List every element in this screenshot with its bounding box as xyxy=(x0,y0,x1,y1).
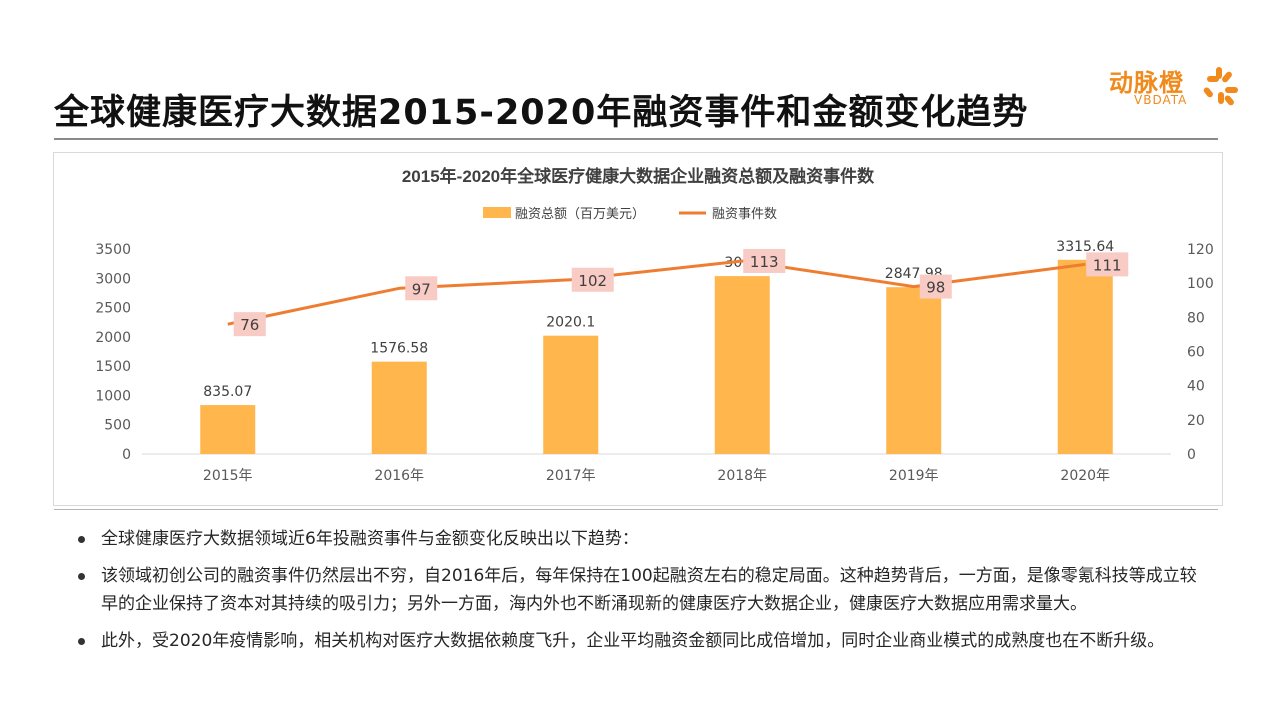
line-value-label: 111 xyxy=(1093,256,1122,274)
x-tick-label: 2018年 xyxy=(717,468,767,484)
y-right-tick-label: 100 xyxy=(1187,276,1214,292)
bar xyxy=(886,287,942,454)
chart-legend: 融资总额（百万美元） 融资事件数 xyxy=(483,207,777,222)
line-value-label-bg xyxy=(571,267,614,292)
legend-label-line: 融资事件数 xyxy=(712,207,777,222)
y-left-tick-label: 500 xyxy=(104,418,131,434)
bullet-item: 全球健康医疗大数据领域近6年投融资事件与金额变化反映出以下趋势： xyxy=(78,525,1208,553)
title-divider xyxy=(54,138,1218,140)
legend-label-bar: 融资总额（百万美元） xyxy=(515,207,645,222)
bullet-item: 此外，受2020年疫情影响，相关机构对医疗大数据依赖度飞升，企业平均融资金额同比… xyxy=(78,627,1208,655)
y-right-tick-label: 120 xyxy=(1187,242,1214,258)
section-divider xyxy=(54,509,1218,510)
bar-value-label: 3315.64 xyxy=(1056,239,1114,255)
logo-name-en: VBDATA xyxy=(1134,93,1188,107)
line-series: 76 97 102 113 98 111 xyxy=(227,248,1129,337)
legend-swatch-bar xyxy=(483,207,511,218)
bullet-item: 该领域初创公司的融资事件仍然层出不穷，自2016年后，每年保持在100起融资左右… xyxy=(78,562,1208,618)
bar-value-label: 2020.1 xyxy=(546,315,595,331)
y-left-tick-label: 1500 xyxy=(95,359,131,375)
y-right-tick-label: 80 xyxy=(1187,310,1205,326)
x-tick-label: 2016年 xyxy=(374,468,424,484)
combo-chart: 2015年-2020年全球医疗健康大数据企业融资总额及融资事件数 融资总额（百万… xyxy=(95,166,1213,484)
y-left-tick-label: 3500 xyxy=(95,242,131,258)
chart-panel: 2015年-2020年全球医疗健康大数据企业融资总额及融资事件数 融资总额（百万… xyxy=(53,152,1223,506)
y-left-tick-label: 1000 xyxy=(95,388,131,404)
line-value-label: 97 xyxy=(412,280,431,298)
line-value-label-bg xyxy=(405,276,438,301)
y-right-tick-label: 40 xyxy=(1187,379,1205,395)
line-value-label: 113 xyxy=(750,253,779,271)
y-right-tick-label: 60 xyxy=(1187,345,1205,361)
line-value-label-bg xyxy=(919,274,952,299)
line-value-label-bg xyxy=(233,312,266,337)
y-right-tick-label: 0 xyxy=(1187,447,1196,463)
chart-title: 2015年-2020年全球医疗健康大数据企业融资总额及融资事件数 xyxy=(402,166,875,186)
y-right-tick-label: 20 xyxy=(1187,413,1205,429)
y-left-tick-label: 0 xyxy=(122,447,131,463)
bullet-list: 全球健康医疗大数据领域近6年投融资事件与金额变化反映出以下趋势： 该领域初创公司… xyxy=(78,525,1208,664)
line-value-label: 76 xyxy=(240,316,259,334)
bar xyxy=(543,335,599,454)
y-left-tick-label: 3000 xyxy=(95,271,131,287)
x-tick-label: 2019年 xyxy=(889,468,939,484)
x-tick-label: 2020年 xyxy=(1060,468,1110,484)
page-title: 全球健康医疗大数据2015-2020年融资事件和金额变化趋势 xyxy=(54,93,1029,133)
orange-petal-logo-icon xyxy=(1203,67,1238,106)
y-left-tick-label: 2500 xyxy=(95,301,131,317)
chart-axes: 0 500 1000 1500 2000 2500 3000 3500 0 20 40 60 80 100… xyxy=(95,242,1213,484)
brand-logo: 动脉橙 VBDATA xyxy=(1108,62,1243,112)
logo-name-cn: 动脉橙 xyxy=(1109,69,1184,97)
bar xyxy=(1057,259,1113,454)
bar-value-label: 835.07 xyxy=(203,384,252,400)
line-value-label: 98 xyxy=(926,279,945,297)
y-left-tick-label: 2000 xyxy=(95,330,131,346)
bar-value-label: 1576.58 xyxy=(370,341,428,357)
series-line xyxy=(227,259,1086,326)
x-tick-label: 2015年 xyxy=(203,468,253,484)
line-value-label: 102 xyxy=(578,272,607,290)
x-tick-label: 2017年 xyxy=(546,468,596,484)
bar xyxy=(200,405,256,454)
line-value-label-bg xyxy=(743,248,786,273)
bar xyxy=(371,361,427,454)
line-value-label-bg xyxy=(1086,252,1129,277)
bar xyxy=(714,276,770,454)
